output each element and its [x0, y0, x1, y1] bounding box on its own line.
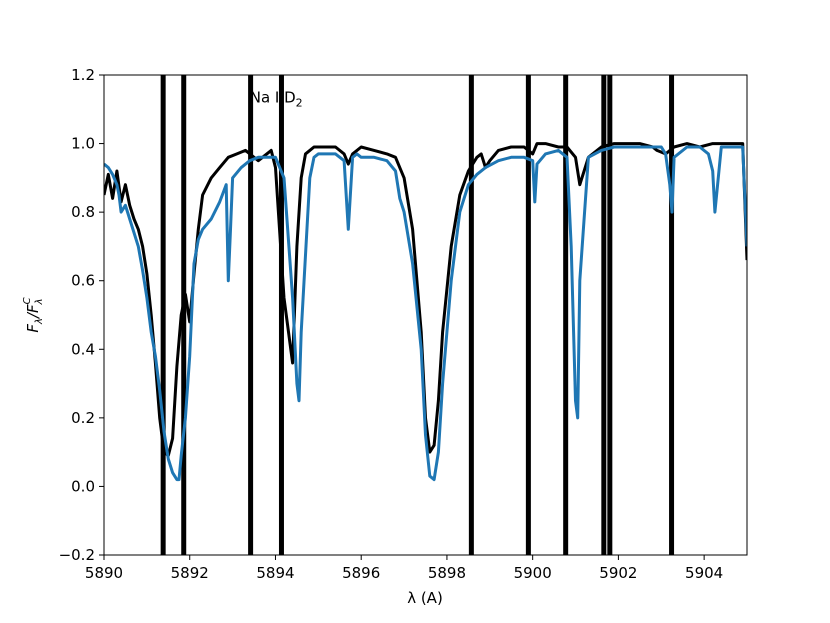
- y-tick-label-1: 0.0: [71, 477, 95, 495]
- y-tick-label-6: 1.0: [71, 135, 95, 153]
- y-tick-label-5: 0.8: [71, 203, 95, 221]
- vertical-marker-0: [160, 75, 166, 555]
- vertical-marker-6: [563, 75, 569, 555]
- x-tick-label-7: 5904: [685, 564, 723, 582]
- vertical-marker-7: [601, 75, 607, 555]
- x-tick-label-1: 5892: [171, 564, 209, 582]
- x-axis-label: λ (A): [407, 589, 443, 607]
- y-axis-ticks: −0.2 0.0 0.2 0.4 0.6 0.8 1.0 1.2: [59, 66, 104, 564]
- y-tick-label-7: 1.2: [71, 66, 95, 84]
- vertical-marker-5: [525, 75, 531, 555]
- annotation-label: Na I D2: [250, 88, 303, 109]
- vertical-marker-3: [278, 75, 284, 555]
- y-tick-label-0: −0.2: [59, 546, 95, 564]
- vertical-marker-2: [248, 75, 254, 555]
- y-tick-label-3: 0.4: [71, 340, 95, 358]
- y-axis-label: Fλ/FλC: [22, 297, 45, 332]
- y-tick-label-2: 0.2: [71, 409, 95, 427]
- y-tick-label-4: 0.6: [71, 272, 95, 290]
- x-tick-label-5: 5900: [514, 564, 552, 582]
- x-tick-label-6: 5902: [599, 564, 637, 582]
- svg-text:Fλ/FλC: Fλ/FλC: [22, 297, 45, 332]
- vertical-marker-9: [669, 75, 675, 555]
- x-tick-label-0: 5890: [85, 564, 123, 582]
- x-tick-label-3: 5896: [342, 564, 380, 582]
- x-tick-label-4: 5898: [428, 564, 466, 582]
- vertical-marker-4: [468, 75, 474, 555]
- x-tick-label-2: 5894: [256, 564, 294, 582]
- series-lines: [104, 142, 747, 482]
- vertical-marker-8: [607, 75, 613, 555]
- vertical-line-markers: [160, 75, 675, 555]
- x-axis-ticks: 5890 5892 5894 5896 5898 5900 5902 5904: [85, 555, 723, 582]
- series-line-1: [104, 145, 747, 482]
- plot-frame: [103, 74, 748, 556]
- vertical-marker-1: [181, 75, 187, 555]
